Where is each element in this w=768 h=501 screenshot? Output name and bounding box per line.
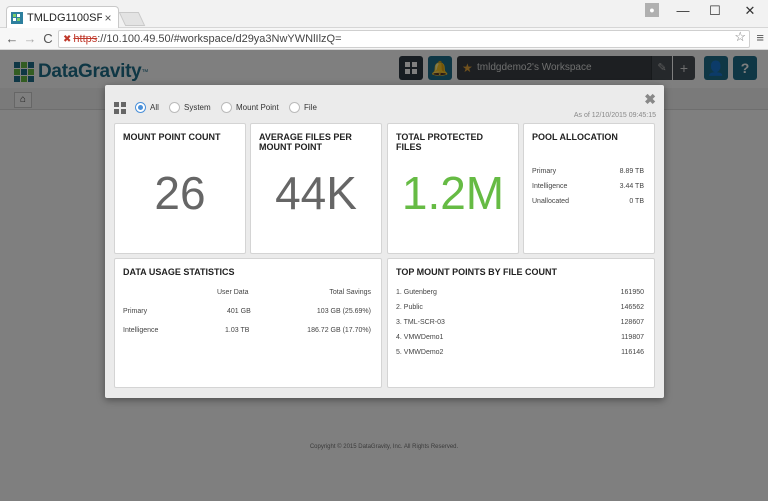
pool-row-value: 8.89 TB <box>619 168 644 175</box>
insecure-lock-icon: ✖ <box>63 34 72 45</box>
pool-row: Intelligence 3.44 TB <box>532 183 644 190</box>
pool-row: Unallocated 0 TB <box>532 198 644 205</box>
filter-mount-point[interactable]: Mount Point <box>221 102 279 113</box>
column-header-user-data: User Data <box>217 289 249 296</box>
pool-row-label: Primary <box>532 168 557 175</box>
pool-row-label: Unallocated <box>532 198 569 205</box>
mount-point-count-value: 26 <box>154 167 206 219</box>
filter-file-label: File <box>304 103 317 112</box>
filter-system-label: System <box>184 103 211 112</box>
pool-row-value: 0 TB <box>629 198 644 205</box>
total-protected-files-value: 1.2M <box>401 167 505 219</box>
mount-point-name: 1. Gutenberg <box>396 289 437 296</box>
mount-point-row[interactable]: 3. TML-SCR-03 128607 <box>396 319 644 326</box>
column-header-total-savings: Total Savings <box>329 289 371 296</box>
browser-titlebar: TMLDG1100SFP02 - × ● — ☐ ✕ <box>0 0 768 28</box>
back-button[interactable]: ← <box>5 31 19 46</box>
radio-all[interactable] <box>135 102 146 113</box>
mount-point-row[interactable]: 5. VMWDemo2 116146 <box>396 349 644 356</box>
tab-close-icon[interactable]: × <box>104 10 112 25</box>
browser-toolbar: ← → C ✖ https://10.100.49.50/#workspace/d… <box>0 28 768 50</box>
mount-point-name: 2. Public <box>396 304 423 311</box>
usage-row-user-data: 401 GB <box>227 308 251 315</box>
pool-allocation-card: POOL ALLOCATION Primary 8.89 TB Intellig… <box>523 123 655 254</box>
mount-point-count-card: MOUNT POINT COUNT 26 <box>114 123 246 254</box>
filter-system[interactable]: System <box>169 102 211 113</box>
new-tab-button[interactable] <box>118 12 146 26</box>
pool-row-label: Intelligence <box>532 183 568 190</box>
average-files-card: AVERAGE FILES PER MOUNT POINT 44K <box>250 123 382 254</box>
top-mount-points-card: TOP MOUNT POINTS BY FILE COUNT 1. Gutenb… <box>387 258 655 388</box>
average-files-value: 44K <box>275 167 357 219</box>
mount-point-row[interactable]: 4. VMWDemo1 119807 <box>396 334 644 341</box>
card-title: TOTAL PROTECTED FILES <box>396 132 484 152</box>
mount-point-file-count: 128607 <box>620 319 644 326</box>
datagravity-favicon-icon <box>11 11 23 24</box>
mount-point-name: 5. VMWDemo2 <box>396 349 444 356</box>
card-title: AVERAGE FILES PER MOUNT POINT <box>259 132 352 152</box>
browser-tab[interactable]: TMLDG1100SFP02 - × <box>6 6 119 28</box>
filter-mount-point-label: Mount Point <box>236 103 279 112</box>
mount-point-name: 3. TML-SCR-03 <box>396 319 445 326</box>
url-scheme: https <box>73 33 98 45</box>
usage-row-label: Primary <box>123 308 148 315</box>
card-title: POOL ALLOCATION <box>532 132 618 142</box>
pool-row: Primary 8.89 TB <box>532 168 644 175</box>
mount-point-file-count: 119807 <box>621 334 644 341</box>
card-title: TOP MOUNT POINTS BY FILE COUNT <box>396 267 558 277</box>
mount-point-name: 4. VMWDemo1 <box>396 334 444 341</box>
modal-close-icon[interactable]: ✖ <box>644 91 656 107</box>
forward-button[interactable]: → <box>23 31 37 46</box>
usage-row-user-data: 1.03 TB <box>225 327 250 334</box>
filter-file[interactable]: File <box>289 102 317 113</box>
mount-point-file-count: 161950 <box>620 289 644 296</box>
mount-point-row[interactable]: 1. Gutenberg 161950 <box>396 289 644 296</box>
usage-row-savings: 103 GB (25.69%) <box>316 308 371 315</box>
mount-point-file-count: 116146 <box>621 349 644 356</box>
dashboard-grid-icon <box>114 102 126 114</box>
card-title: DATA USAGE STATISTICS <box>123 267 235 277</box>
pool-row-value: 3.44 TB <box>619 183 644 190</box>
close-window-button[interactable]: ✕ <box>744 3 756 18</box>
filter-all-label: All <box>150 103 159 112</box>
mount-point-file-count: 146562 <box>620 304 644 311</box>
tab-title: TMLDG1100SFP02 - <box>27 11 102 24</box>
radio-file[interactable] <box>289 102 300 113</box>
address-bar[interactable]: ✖ https://10.100.49.50/#workspace/d29ya3N… <box>58 30 750 48</box>
radio-mount-point[interactable] <box>221 102 232 113</box>
total-protected-files-card: TOTAL PROTECTED FILES 1.2M <box>387 123 519 254</box>
filter-all[interactable]: All <box>135 102 159 113</box>
minimize-button[interactable]: — <box>676 3 690 18</box>
card-title: MOUNT POINT COUNT <box>123 132 221 142</box>
usage-row-savings: 186.72 GB (17.70%) <box>307 327 371 334</box>
url-text: ://10.100.49.50/#workspace/d29ya3NwYWNlI… <box>97 33 342 45</box>
bookmark-star-icon[interactable]: ☆ <box>734 29 746 44</box>
reload-button[interactable]: C <box>43 31 53 46</box>
profile-icon[interactable]: ● <box>645 3 659 17</box>
as-of-timestamp: As of 12/10/2015 09:45:15 <box>573 112 656 119</box>
maximize-button[interactable]: ☐ <box>709 3 721 18</box>
data-usage-statistics-card: DATA USAGE STATISTICS User Data Total Sa… <box>114 258 382 388</box>
mount-point-row[interactable]: 2. Public 146562 <box>396 304 644 311</box>
dashboard-summary-modal: All System Mount Point File ✖ As of 12/1… <box>105 85 664 398</box>
radio-system[interactable] <box>169 102 180 113</box>
usage-row-label: Intelligence <box>123 327 159 334</box>
browser-menu-icon[interactable]: ≡ <box>756 30 764 45</box>
